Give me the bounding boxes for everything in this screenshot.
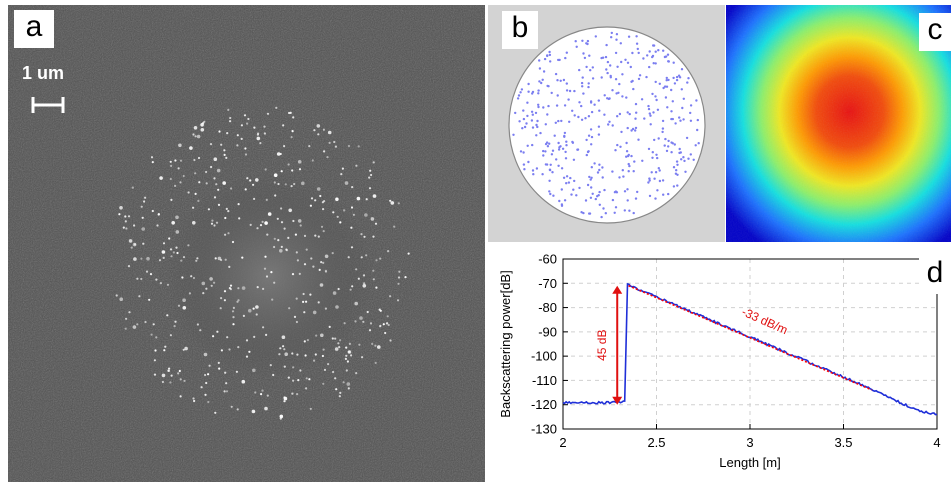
y-axis-label: Backscattering power[dB] — [498, 270, 513, 417]
panel-label-c: c — [919, 13, 951, 51]
chart-svg: -60 -70 -80 -90 -100 -110 -120 -130 2 2.5 3 3.5 4 L… — [498, 252, 941, 471]
panel-label-b: b — [502, 11, 538, 49]
x-axis-label: Length [m] — [719, 455, 780, 470]
panel-d-backscatter-chart: -60 -70 -80 -90 -100 -110 -120 -130 2 2.5 3 3.5 4 L… — [488, 244, 951, 482]
scale-bar-label: 1 um — [22, 63, 65, 83]
fiber-core-outline — [508, 26, 706, 224]
y-tick-label: -130 — [531, 422, 557, 437]
panel-c-intensity-map: c — [726, 5, 951, 242]
arrow-head-down — [612, 396, 623, 405]
panel-b-simulation: b — [488, 5, 725, 242]
x-tick-label: 2 — [559, 435, 566, 450]
arrow-head-up — [612, 285, 623, 294]
y-tick-label: -80 — [538, 300, 557, 315]
annotation-45db: 45 dB — [595, 330, 609, 361]
chart-series — [562, 282, 938, 416]
x-tick-label: 3 — [746, 435, 753, 450]
y-tick-label: -90 — [538, 324, 557, 339]
x-tick-label: 4 — [933, 435, 940, 450]
y-axis-ticks: -60 -70 -80 -90 -100 -110 -120 -130 — [531, 252, 568, 437]
chart-grid — [562, 258, 938, 430]
panel-label-a: a — [14, 10, 54, 48]
series-fit-line — [628, 284, 872, 391]
x-tick-label: 3.5 — [834, 435, 852, 450]
scatter-points — [512, 31, 700, 219]
scale-bar — [31, 97, 65, 113]
panel-a-microscope-image: a 1 um — [8, 5, 485, 482]
panel-label-d: d — [919, 256, 951, 294]
y-tick-label: -110 — [532, 373, 557, 388]
x-tick-label: 2.5 — [647, 435, 665, 450]
y-tick-label: -100 — [531, 349, 557, 364]
y-tick-label: -120 — [531, 397, 557, 412]
panel-a-image — [8, 5, 485, 482]
x-axis-ticks: 2 2.5 3 3.5 4 — [559, 424, 941, 450]
y-tick-label: -70 — [538, 276, 557, 291]
panel-c-image — [726, 5, 951, 242]
y-tick-label: -60 — [538, 252, 557, 267]
series-measured-line — [562, 282, 938, 416]
bright-spots — [115, 106, 410, 420]
